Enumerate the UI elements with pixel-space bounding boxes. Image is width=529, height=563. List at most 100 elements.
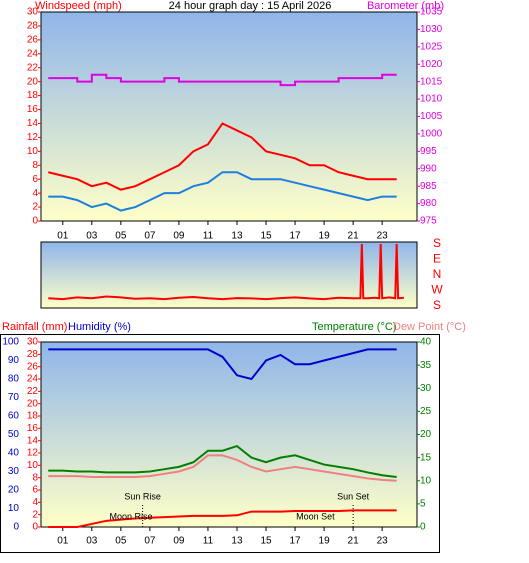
y-tick-label: 20 <box>27 398 39 409</box>
y-tick-label: 30 <box>27 7 39 18</box>
y2-tick-label: 10 <box>420 475 432 486</box>
y3-tick-label: 30 <box>8 466 20 477</box>
x-tick-label: 11 <box>203 231 214 242</box>
y-tick-label: 20 <box>27 76 39 87</box>
y2-tick-label: 990 <box>420 163 437 174</box>
plot-area <box>40 341 418 528</box>
x-tick-label: 15 <box>260 536 272 547</box>
y-tick-label: W <box>431 283 443 297</box>
series-line <box>48 171 397 212</box>
y3-tick-label: 60 <box>8 411 20 422</box>
annotation: Moon Set <box>296 511 335 521</box>
series-label: Temperature (°C) <box>312 321 396 333</box>
y3-tick-label: 10 <box>8 503 20 514</box>
y2-tick-label: 1005 <box>420 111 443 122</box>
y-tick-label: 12 <box>27 132 39 143</box>
y-tick-label: S <box>433 236 441 250</box>
y-tick-label: 8 <box>32 160 38 171</box>
y3-tick-label: 70 <box>8 392 20 403</box>
x-tick-label: 23 <box>377 231 389 242</box>
x-tick-label: 21 <box>348 231 360 242</box>
y2-tick-label: 1015 <box>420 76 443 87</box>
y2-tick-label: 25 <box>420 406 432 417</box>
y-tick-label: 0 <box>32 522 38 533</box>
y-tick-label: 18 <box>27 90 39 101</box>
y-tick-label: 16 <box>27 104 39 115</box>
series-line <box>48 454 397 482</box>
y-tick-label: 2 <box>32 509 38 520</box>
series-label: Humidity (%) <box>68 321 131 333</box>
y2-tick-label: 1035 <box>420 7 443 18</box>
series-line <box>48 122 397 191</box>
y-tick-label: 18 <box>27 411 39 422</box>
y2-tick-label: 5 <box>420 499 426 510</box>
y-tick-label: 6 <box>32 485 38 496</box>
x-tick-label: 21 <box>348 536 360 547</box>
y2-tick-label: 980 <box>420 198 437 209</box>
series-line <box>48 348 397 381</box>
y2-tick-label: 35 <box>420 360 432 371</box>
series-line <box>48 243 405 301</box>
x-tick-label: 05 <box>115 536 127 547</box>
x-tick-label: 17 <box>289 536 301 547</box>
chart-title: 24 hour graph day : 15 April 2026 <box>169 0 332 12</box>
y-tick-label: S <box>433 298 441 312</box>
y-tick-label: 14 <box>27 118 39 129</box>
plot-area <box>40 11 418 222</box>
y-tick-label: 0 <box>32 216 38 227</box>
x-tick-label: 19 <box>319 231 331 242</box>
x-tick-label: 01 <box>57 536 69 547</box>
x-tick-label: 07 <box>144 536 156 547</box>
x-tick-label: 01 <box>57 231 69 242</box>
y-tick-label: 24 <box>27 48 39 59</box>
annotation: Sun Rise <box>124 491 161 501</box>
y2-tick-label: 1010 <box>420 94 443 105</box>
y2-axis-label: Barometer (mb) <box>367 0 444 12</box>
x-tick-label: 03 <box>86 536 98 547</box>
y-tick-label: 28 <box>27 21 39 32</box>
y-tick-label: 22 <box>27 386 39 397</box>
y-tick-label: 22 <box>27 62 39 73</box>
x-tick-label: 17 <box>289 231 301 242</box>
y2-tick-label: 0 <box>420 522 426 533</box>
y-tick-label: 14 <box>27 435 39 446</box>
y-tick-label: N <box>433 267 442 281</box>
frame <box>0 334 440 553</box>
y3-tick-label: 80 <box>8 374 20 385</box>
y2-tick-label: 40 <box>420 337 432 348</box>
y2-tick-label: 30 <box>420 383 432 394</box>
y-tick-label: 4 <box>32 188 38 199</box>
y3-tick-label: 90 <box>8 355 20 366</box>
y2-tick-label: 985 <box>420 181 437 192</box>
y-tick-label: 4 <box>32 497 38 508</box>
x-tick-label: 09 <box>173 231 185 242</box>
y2-tick-label: 1030 <box>420 24 443 35</box>
y3-tick-label: 20 <box>8 485 20 496</box>
y3-tick-label: 50 <box>8 429 20 440</box>
x-tick-label: 05 <box>115 231 127 242</box>
y-tick-label: 24 <box>27 374 39 385</box>
y2-tick-label: 975 <box>420 216 437 227</box>
y3-tick-label: 40 <box>8 448 20 459</box>
x-tick-label: 07 <box>144 231 156 242</box>
y-tick-label: 26 <box>27 35 39 46</box>
y-tick-label: 10 <box>27 146 39 157</box>
annotation: Moon Rise <box>109 511 152 521</box>
x-tick-label: 03 <box>86 231 98 242</box>
y2-tick-label: 20 <box>420 429 432 440</box>
y-tick-label: 26 <box>27 361 39 372</box>
y-tick-label: 16 <box>27 423 39 434</box>
x-tick-label: 15 <box>260 231 272 242</box>
y-tick-label: 2 <box>32 202 38 213</box>
y-tick-label: 30 <box>27 337 39 348</box>
x-tick-label: 11 <box>203 536 214 547</box>
y-axis-label: Windspeed (mph) <box>35 0 122 12</box>
series-label: Dew Point (°C) <box>393 321 466 333</box>
y3-tick-label: 0 <box>13 522 19 533</box>
x-tick-label: 19 <box>319 536 331 547</box>
y2-tick-label: 1025 <box>420 41 443 52</box>
y-tick-label: 6 <box>32 174 38 185</box>
y2-tick-label: 1020 <box>420 59 443 70</box>
y2-tick-label: 995 <box>420 146 437 157</box>
